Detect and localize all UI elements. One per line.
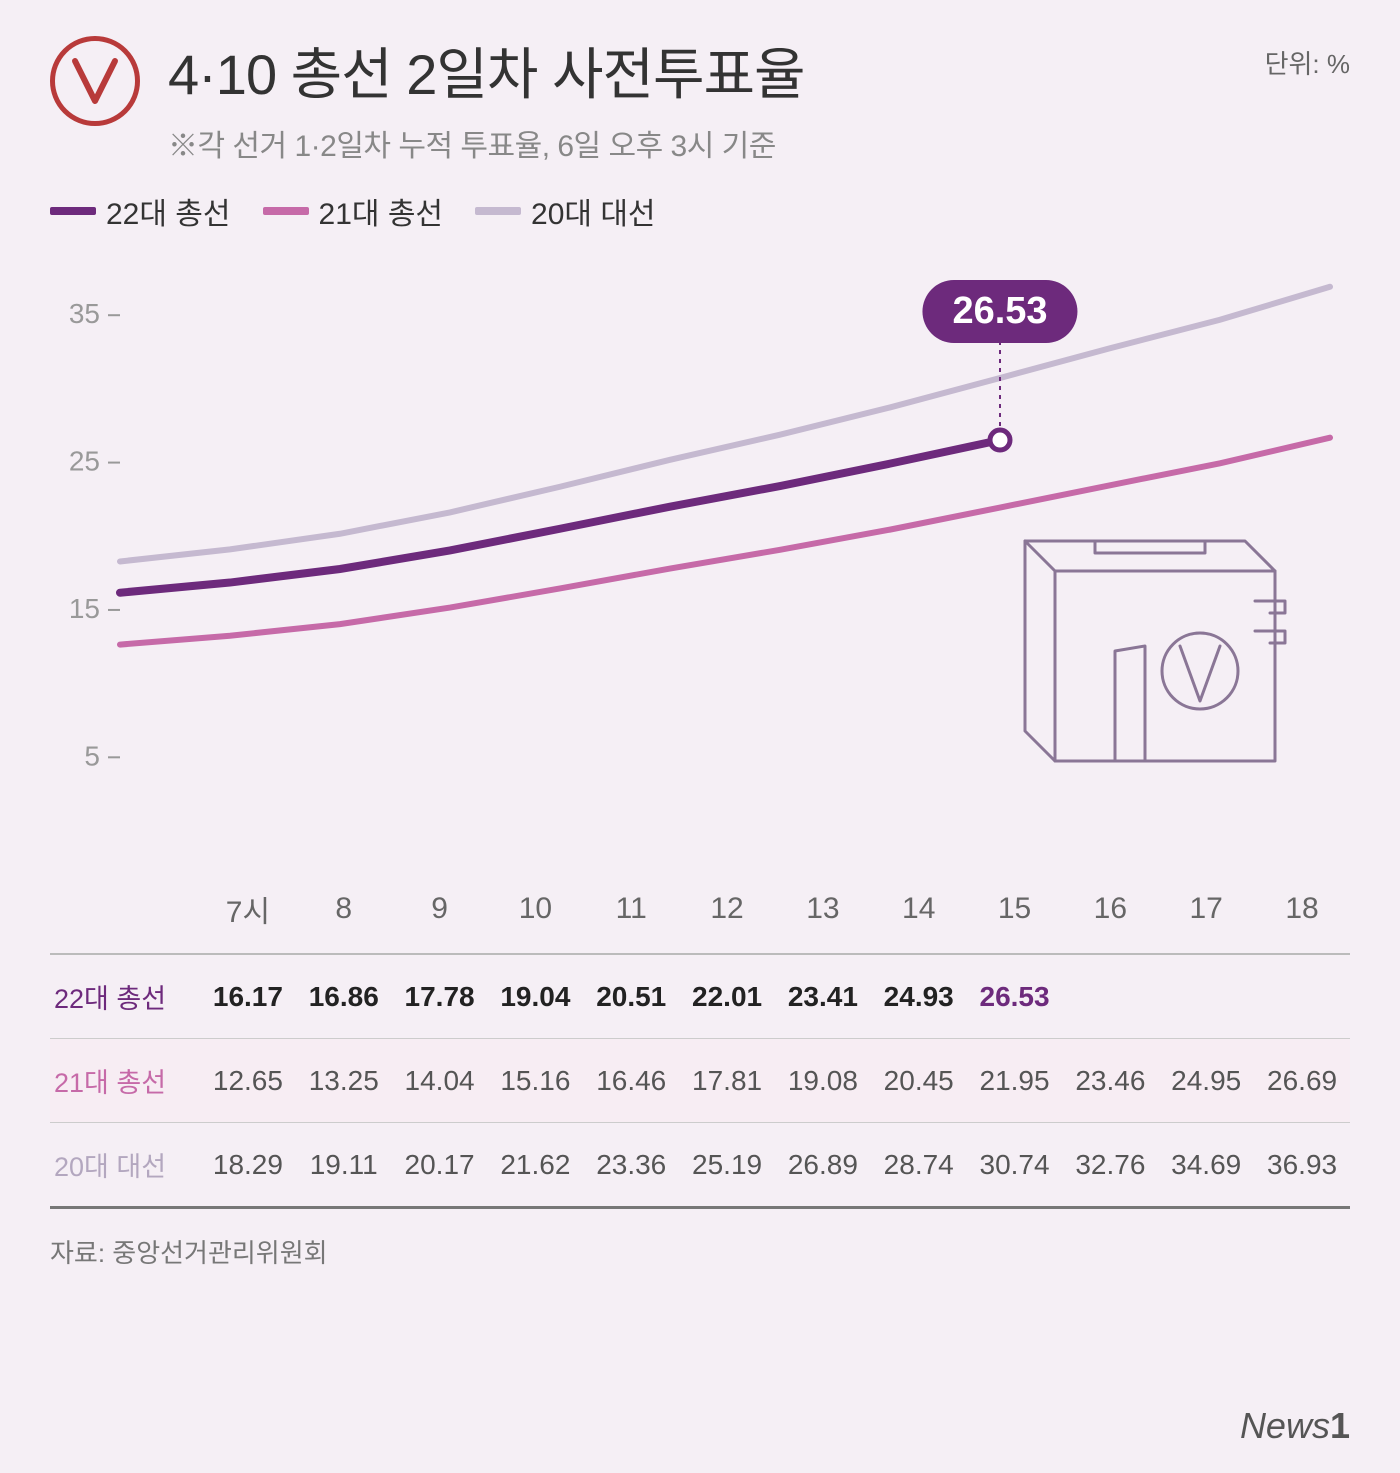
data-table: 7시89101112131415161718 22대 총선16.1716.861… — [50, 865, 1350, 1209]
legend-swatch — [50, 207, 96, 215]
page-title: 4·10 총선 2일차 사전투표율 — [168, 30, 1265, 111]
table-cell: 26.89 — [775, 1123, 871, 1208]
table-cell: 22.01 — [679, 954, 775, 1039]
legend-item: 20대 대선 — [475, 189, 656, 233]
table-col-header: 15 — [967, 865, 1063, 954]
table-cell: 23.46 — [1062, 1039, 1158, 1123]
table-cell — [1062, 954, 1158, 1039]
legend-item: 21대 총선 — [263, 189, 444, 233]
legend-label: 20대 대선 — [531, 189, 656, 233]
callout-value: 26.53 — [952, 290, 1047, 332]
ballot-box-icon — [985, 501, 1295, 801]
table-cell: 30.74 — [967, 1123, 1063, 1208]
table-col-header: 17 — [1158, 865, 1254, 954]
table-cell: 36.93 — [1254, 1123, 1350, 1208]
table-cell: 23.41 — [775, 954, 871, 1039]
table-col-header: 13 — [775, 865, 871, 954]
table-cell: 13.25 — [296, 1039, 392, 1123]
table-cell: 19.11 — [296, 1123, 392, 1208]
table-row: 21대 총선12.6513.2514.0415.1616.4617.8119.0… — [50, 1039, 1350, 1123]
table-cell: 20.45 — [871, 1039, 967, 1123]
table-cell: 24.95 — [1158, 1039, 1254, 1123]
table-cell: 15.16 — [487, 1039, 583, 1123]
table-col-header: 8 — [296, 865, 392, 954]
table-col-header: 10 — [487, 865, 583, 954]
table-cell: 32.76 — [1062, 1123, 1158, 1208]
unit-label: 단위: % — [1265, 44, 1350, 81]
table-body: 22대 총선16.1716.8617.7819.0420.5122.0123.4… — [50, 954, 1350, 1208]
series-end-marker — [990, 430, 1010, 450]
table-col-header: 7시 — [200, 865, 296, 954]
table-col-header: 18 — [1254, 865, 1350, 954]
table-cell: 28.74 — [871, 1123, 967, 1208]
series-line — [120, 440, 1000, 593]
table-row: 20대 대선18.2919.1120.1721.6223.3625.1926.8… — [50, 1123, 1350, 1208]
y-tick-label: 15 — [69, 593, 100, 624]
table-col-header: 14 — [871, 865, 967, 954]
table-cell — [1254, 954, 1350, 1039]
legend-swatch — [263, 207, 309, 215]
infographic-container: 4·10 총선 2일차 사전투표율 ※각 선거 1·2일차 누적 투표율, 6일… — [0, 0, 1400, 1300]
table-cell: 26.53 — [967, 954, 1063, 1039]
header: 4·10 총선 2일차 사전투표율 ※각 선거 1·2일차 누적 투표율, 6일… — [50, 30, 1350, 165]
page-subtitle: ※각 선거 1·2일차 누적 투표율, 6일 오후 3시 기준 — [168, 121, 1265, 165]
table-cell: 18.29 — [200, 1123, 296, 1208]
table-row: 22대 총선16.1716.8617.7819.0420.5122.0123.4… — [50, 954, 1350, 1039]
table-cell: 21.62 — [487, 1123, 583, 1208]
vote-stamp-icon — [50, 36, 140, 126]
table-head: 7시89101112131415161718 — [50, 865, 1350, 954]
y-tick-label: 5 — [84, 740, 100, 771]
table-col-header: 9 — [392, 865, 488, 954]
table-cell: 19.08 — [775, 1039, 871, 1123]
table-cell: 20.17 — [392, 1123, 488, 1208]
row-label: 20대 대선 — [50, 1123, 200, 1208]
table-cell: 25.19 — [679, 1123, 775, 1208]
table-cell: 26.69 — [1254, 1039, 1350, 1123]
line-chart: 5 15 25 35 26.53 — [50, 251, 1350, 861]
table-cell: 14.04 — [392, 1039, 488, 1123]
y-tick-label: 25 — [69, 446, 100, 477]
table-cell: 16.46 — [583, 1039, 679, 1123]
table-col-header: 16 — [1062, 865, 1158, 954]
table-cell: 16.86 — [296, 954, 392, 1039]
callout-pill: 26.53 — [922, 280, 1077, 343]
legend-swatch — [475, 207, 521, 215]
table-cell: 21.95 — [967, 1039, 1063, 1123]
table-cell — [1158, 954, 1254, 1039]
table-cell: 17.81 — [679, 1039, 775, 1123]
legend-label: 21대 총선 — [319, 189, 444, 233]
table-cell: 17.78 — [392, 954, 488, 1039]
table-cell: 24.93 — [871, 954, 967, 1039]
row-label: 22대 총선 — [50, 954, 200, 1039]
legend: 22대 총선 21대 총선 20대 대선 — [50, 189, 1350, 233]
title-block: 4·10 총선 2일차 사전투표율 ※각 선거 1·2일차 누적 투표율, 6일… — [168, 30, 1265, 165]
row-label: 21대 총선 — [50, 1039, 200, 1123]
y-tick-label: 35 — [69, 298, 100, 329]
source-label: 자료: 중앙선거관리위원회 — [50, 1233, 1350, 1270]
brand-logo: News1 — [1240, 1405, 1350, 1447]
table-cell: 19.04 — [487, 954, 583, 1039]
table-cell: 34.69 — [1158, 1123, 1254, 1208]
legend-label: 22대 총선 — [106, 189, 231, 233]
table-col-header — [50, 865, 200, 954]
table-cell: 16.17 — [200, 954, 296, 1039]
table-cell: 12.65 — [200, 1039, 296, 1123]
table: 7시89101112131415161718 22대 총선16.1716.861… — [50, 865, 1350, 1209]
table-col-header: 12 — [679, 865, 775, 954]
table-col-header: 11 — [583, 865, 679, 954]
legend-item: 22대 총선 — [50, 189, 231, 233]
table-cell: 20.51 — [583, 954, 679, 1039]
table-cell: 23.36 — [583, 1123, 679, 1208]
